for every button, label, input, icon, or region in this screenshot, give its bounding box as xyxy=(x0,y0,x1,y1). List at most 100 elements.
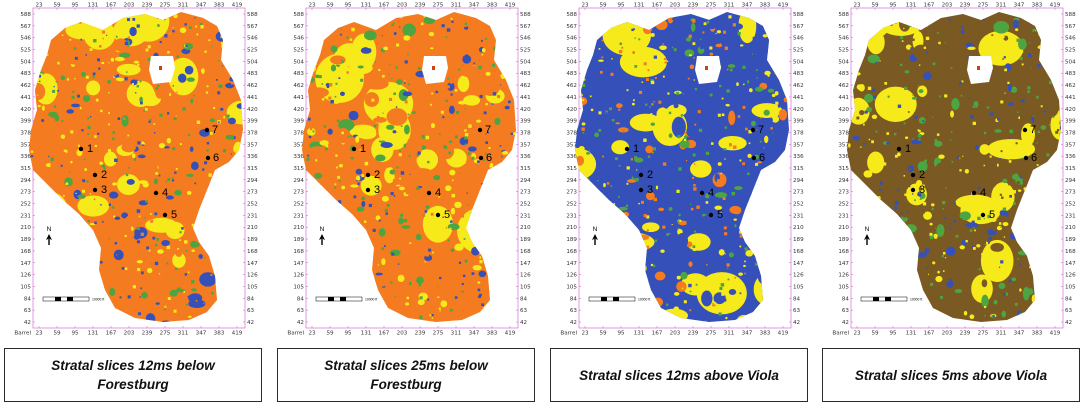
y-tick-right: 210 xyxy=(520,225,531,231)
x-tick-bottom: 95 xyxy=(344,331,352,337)
well-marker xyxy=(910,187,916,193)
well-label: 5 xyxy=(171,209,177,221)
y-tick-left: 273 xyxy=(293,190,304,196)
y-tick-left: 525 xyxy=(566,48,577,54)
x-tick-bottom: 347 xyxy=(1014,331,1025,337)
well-label: 2 xyxy=(101,169,107,181)
y-tick-right: 210 xyxy=(793,225,804,231)
panel-2: 23 23 59 59 95 95 131 131 167 167 203 203 239 239 275 2… xyxy=(276,0,541,410)
x-tick-bottom: 23 xyxy=(308,331,316,337)
x-tick-top: 167 xyxy=(379,3,390,9)
well-marker xyxy=(92,187,98,193)
y-tick-left: 546 xyxy=(566,36,577,42)
y-tick-right: 441 xyxy=(520,95,531,101)
y-tick-right: 42 xyxy=(247,320,254,326)
y-tick-left: 231 xyxy=(838,213,849,219)
y-tick-left: 126 xyxy=(838,273,849,279)
y-tick-left: 483 xyxy=(566,71,577,77)
x-tick-bottom: 95 xyxy=(889,331,897,337)
x-tick-top: 203 xyxy=(670,3,681,9)
y-tick-left: 525 xyxy=(293,48,304,54)
y-tick-right: 252 xyxy=(1065,202,1076,208)
x-tick-bottom: 203 xyxy=(397,331,408,337)
well-label: 4 xyxy=(162,187,168,199)
x-axis-label: Barrel xyxy=(832,331,849,337)
y-tick-left: 42 xyxy=(570,320,577,326)
x-tick-top: 311 xyxy=(996,3,1007,9)
y-tick-left: 441 xyxy=(566,95,577,101)
y-tick-left: 84 xyxy=(570,296,578,302)
y-tick-right: 294 xyxy=(520,178,531,184)
y-tick-right: 189 xyxy=(1065,237,1076,243)
x-tick-bottom: 203 xyxy=(670,331,681,337)
y-tick-left: 42 xyxy=(842,320,849,326)
y-tick-left: 84 xyxy=(24,296,32,302)
y-tick-right: 399 xyxy=(793,119,804,125)
well-label: 7 xyxy=(1030,124,1036,136)
y-tick-right: 42 xyxy=(520,320,527,326)
x-tick-bottom: 383 xyxy=(214,331,225,337)
y-tick-right: 63 xyxy=(520,308,528,314)
y-tick-left: 378 xyxy=(293,130,304,136)
x-tick-bottom: 131 xyxy=(634,331,645,337)
y-tick-left: 42 xyxy=(24,320,31,326)
x-tick-bottom: 23 xyxy=(853,331,861,337)
y-tick-left: 567 xyxy=(838,24,849,30)
well-marker xyxy=(624,146,630,152)
y-tick-left: 504 xyxy=(566,59,577,65)
y-tick-right: 441 xyxy=(1065,95,1076,101)
y-tick-right: 588 xyxy=(793,12,804,18)
x-tick-bottom: 239 xyxy=(142,331,153,337)
x-tick-top: 95 xyxy=(889,3,897,9)
well-label: 4 xyxy=(435,187,441,199)
y-tick-right: 147 xyxy=(793,261,804,267)
x-tick-top: 59 xyxy=(53,3,61,9)
x-tick-top: 167 xyxy=(106,3,117,9)
x-tick-bottom: 311 xyxy=(996,331,1007,337)
y-tick-right: 546 xyxy=(1065,36,1076,42)
x-tick-top: 419 xyxy=(1050,3,1061,9)
y-tick-right: 504 xyxy=(520,59,531,65)
x-tick-top: 59 xyxy=(326,3,334,9)
y-tick-left: 357 xyxy=(20,142,31,148)
y-tick-left: 63 xyxy=(570,308,578,314)
y-tick-right: 399 xyxy=(520,119,531,125)
x-tick-bottom: 23 xyxy=(581,331,589,337)
scale-label: 10000 ft xyxy=(365,298,377,302)
y-tick-left: 441 xyxy=(838,95,849,101)
y-tick-right: 462 xyxy=(1065,83,1076,89)
y-tick-left: 462 xyxy=(293,83,304,89)
y-tick-right: 483 xyxy=(793,71,804,77)
y-tick-left: 210 xyxy=(20,225,31,231)
y-tick-left: 588 xyxy=(838,12,849,18)
x-tick-bottom: 383 xyxy=(487,331,498,337)
y-tick-right: 273 xyxy=(1065,190,1076,196)
y-tick-left: 294 xyxy=(293,178,304,184)
y-tick-left: 420 xyxy=(566,107,577,113)
y-tick-left: 336 xyxy=(20,154,31,160)
y-tick-left: 588 xyxy=(20,12,31,18)
y-tick-right: 231 xyxy=(520,213,531,219)
y-tick-right: 273 xyxy=(793,190,804,196)
y-tick-right: 441 xyxy=(247,95,258,101)
y-tick-left: 105 xyxy=(20,284,31,290)
x-tick-top: 131 xyxy=(634,3,645,9)
y-tick-right: 462 xyxy=(520,83,531,89)
x-tick-top: 167 xyxy=(924,3,935,9)
y-tick-left: 126 xyxy=(566,273,577,279)
caption-2: Stratal slices 25ms below Forestburg xyxy=(277,348,535,402)
y-tick-right: 42 xyxy=(1065,320,1072,326)
y-tick-right: 483 xyxy=(520,71,531,77)
y-tick-left: 105 xyxy=(566,284,577,290)
y-tick-right: 441 xyxy=(793,95,804,101)
x-tick-bottom: 167 xyxy=(924,331,935,337)
y-tick-right: 189 xyxy=(247,237,258,243)
x-tick-top: 347 xyxy=(1014,3,1025,9)
well-label: 1 xyxy=(87,143,93,155)
well-marker xyxy=(478,155,484,161)
north-arrow-icon xyxy=(592,234,598,245)
panel-3: 23 23 59 59 95 95 131 131 167 167 203 203 239 239 275 2… xyxy=(549,0,814,410)
y-tick-right: 567 xyxy=(793,24,804,30)
y-tick-left: 168 xyxy=(293,249,304,255)
well-marker xyxy=(750,127,756,133)
